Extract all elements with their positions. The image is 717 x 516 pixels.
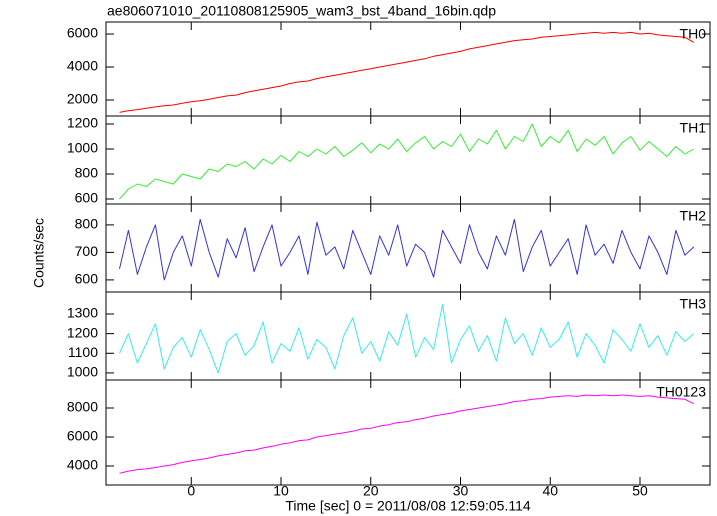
data-line [119,303,695,374]
panel-frame [105,379,711,486]
panel-frame [105,21,711,117]
data-line [119,218,695,281]
y-tick-label: 1000 [67,364,98,380]
y-tick-label: 1200 [67,324,98,340]
panel-name: TH0123 [656,384,706,400]
y-tick-label: 700 [75,243,99,259]
y-tick-label: 4000 [67,457,98,473]
data-line [119,394,695,474]
y-tick-label: 600 [75,271,99,287]
chart-title: ae806071010_20110808125905_wam3_bst_4ban… [107,3,496,19]
y-tick-label: 1300 [67,305,98,321]
x-tick-label: 10 [273,483,289,499]
y-tick-label: 2000 [67,91,98,107]
y-tick-label: 1200 [67,115,98,131]
y-tick-label: 1000 [67,140,98,156]
y-tick-label: 600 [75,190,99,206]
panel-name: TH2 [680,208,707,224]
y-axis-label: Counts/sec [31,218,47,288]
panel-frame [105,115,711,205]
data-line [119,31,695,113]
x-tick-label: 0 [187,483,195,499]
panel-name: TH0 [680,26,707,42]
y-tick-label: 800 [75,165,99,181]
panel-name: TH1 [680,120,707,136]
panel-frame [105,203,711,293]
x-tick-label: 40 [542,483,558,499]
x-axis-label: Time [sec] 0 = 2011/08/08 12:59:05.114 [285,498,531,514]
y-tick-label: 6000 [67,25,98,41]
y-tick-label: 1100 [68,344,98,360]
y-tick-label: 8000 [67,399,98,415]
x-tick-label: 20 [363,483,379,499]
data-line [119,123,695,200]
x-tick-label: 30 [453,483,469,499]
y-tick-label: 800 [75,216,99,232]
y-tick-label: 4000 [67,58,98,74]
y-tick-label: 6000 [67,428,98,444]
panel-name: TH3 [680,296,707,312]
x-tick-label: 50 [632,483,648,499]
